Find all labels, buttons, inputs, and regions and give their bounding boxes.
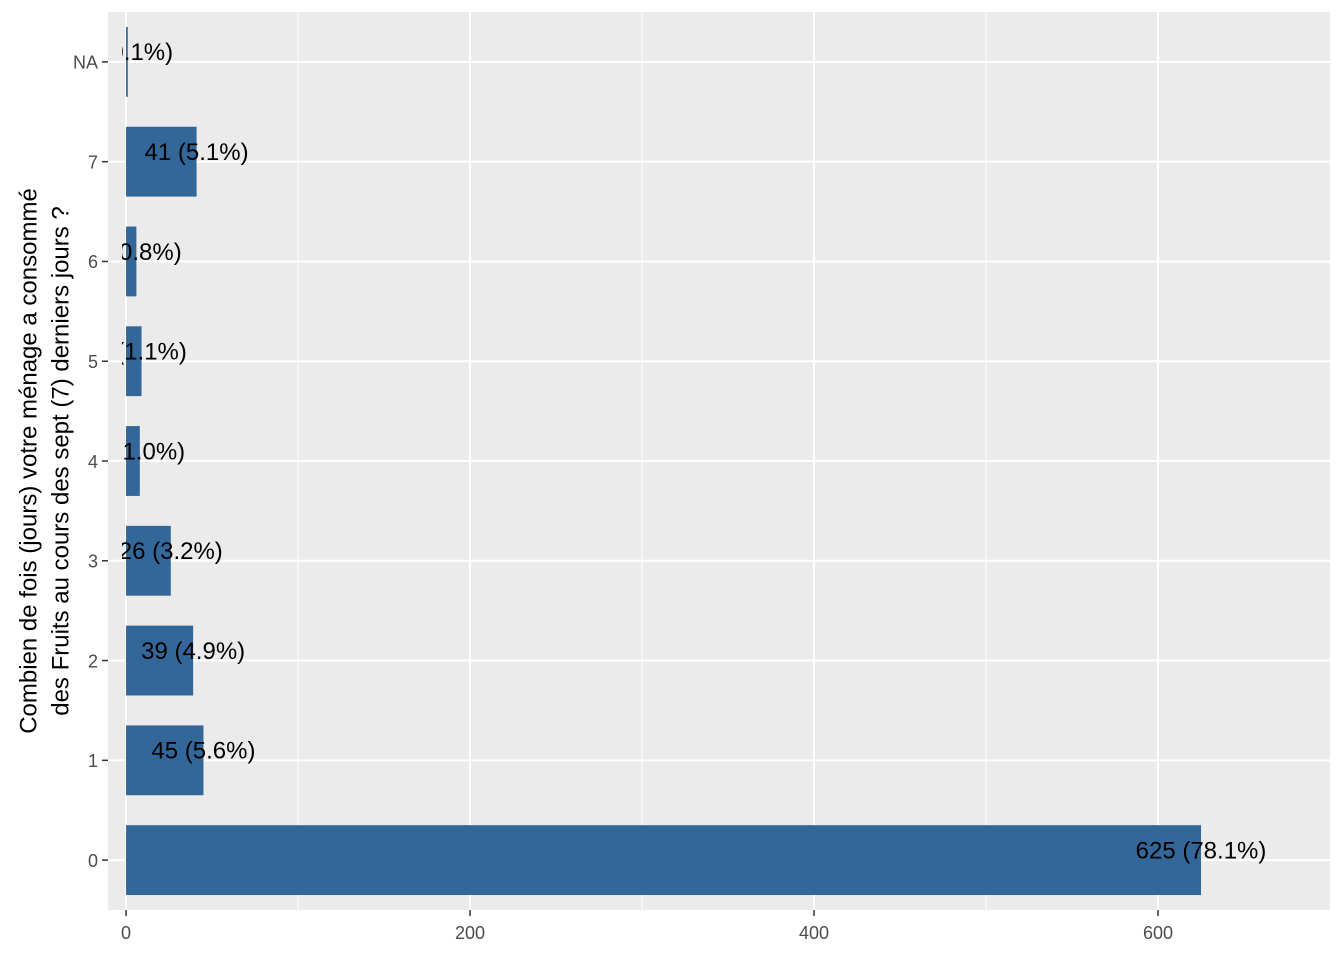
value-label: 1 (0.1%)	[82, 39, 173, 66]
value-label: 26 (3.2%)	[119, 538, 223, 565]
value-label: 39 (4.9%)	[141, 638, 245, 665]
value-label: 41 (5.1%)	[145, 139, 249, 166]
y-tick-label: 1	[88, 751, 98, 771]
y-tick-label: 6	[88, 252, 98, 272]
y-tick-label: 2	[88, 651, 98, 671]
y-tick-label: 5	[88, 352, 98, 372]
y-axis-title: Combien de fois (jours) votre ménage a c…	[15, 188, 42, 734]
x-tick-label: 200	[455, 923, 485, 943]
y-tick-label: 3	[88, 552, 98, 572]
x-tick-label: 600	[1143, 923, 1173, 943]
value-label: 8 (1.0%)	[94, 438, 185, 465]
bar	[126, 226, 137, 297]
value-label: 6 (0.8%)	[91, 239, 182, 266]
bar	[126, 326, 142, 397]
bar	[126, 525, 171, 596]
x-tick-label: 0	[121, 923, 131, 943]
value-label: 45 (5.6%)	[151, 738, 255, 765]
bar	[126, 725, 204, 796]
y-tick-label: NA	[73, 53, 98, 73]
bar	[126, 625, 194, 696]
value-label: 9 (1.1%)	[96, 339, 187, 366]
value-label: 625 (78.1%)	[1136, 837, 1267, 864]
x-tick-label: 400	[799, 923, 829, 943]
y-axis-title: des Fruits au cours des sept (7) dernier…	[47, 206, 74, 716]
bar	[126, 26, 128, 97]
bar	[126, 126, 197, 197]
bar	[126, 825, 1202, 896]
y-tick-label: 0	[88, 851, 98, 871]
y-tick-label: 7	[88, 152, 98, 172]
bar	[126, 426, 140, 496]
y-tick-label: 4	[88, 452, 98, 472]
